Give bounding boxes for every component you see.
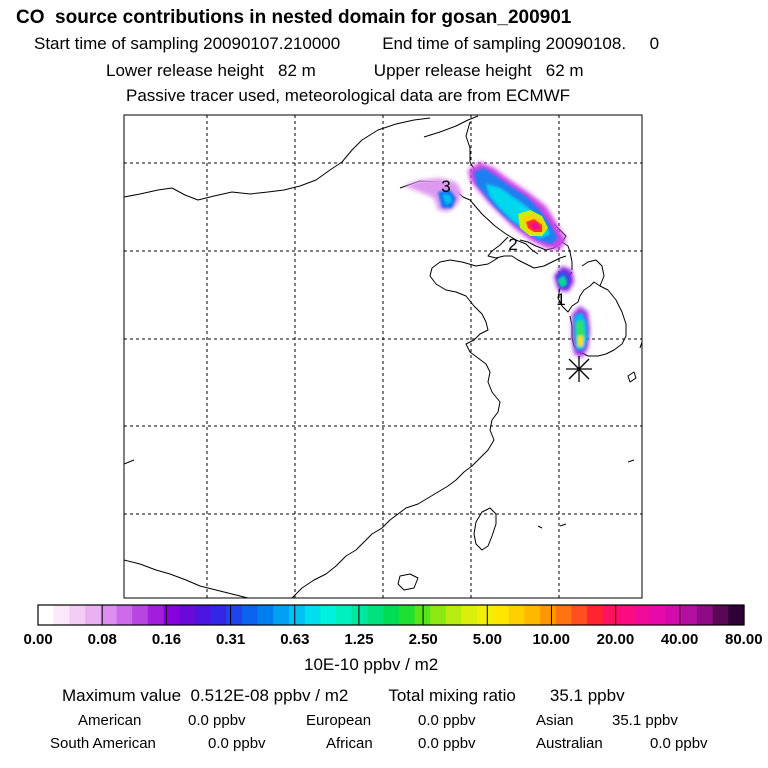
colorbar-tick-label: 0.63 (280, 631, 310, 648)
colorbar-cell (320, 605, 337, 625)
colorbar-tick-label: 0.16 (151, 631, 182, 648)
colorbar-cell (555, 605, 573, 625)
colorbar-cell (289, 605, 306, 625)
colorbar-cell (445, 605, 463, 625)
colorbar-cell (273, 605, 290, 625)
colorbar-cell (132, 605, 149, 625)
concentration-plumes (404, 162, 590, 358)
colorbar-tick-label: 0.00 (23, 631, 53, 648)
colorbar-tick-label: 10.00 (532, 631, 570, 648)
region-name: Asian (536, 712, 574, 729)
colorbar-cell (540, 605, 557, 625)
colorbar-cell (618, 605, 635, 625)
colorbar-cell (398, 605, 416, 625)
colorbar-cell (179, 605, 196, 625)
colorbar-cell (524, 605, 541, 625)
max-value: 0.512E-08 ppbv / m2 (190, 686, 349, 705)
region-value: 0.0 ppbv (418, 735, 476, 752)
colorbar-cell (430, 605, 447, 625)
colorbar-cell (147, 605, 165, 625)
receptor-asterisk-icon (566, 356, 592, 382)
colorbar-cell (69, 605, 86, 625)
tracer-note: Passive tracer used, meteorological data… (126, 86, 571, 105)
colorbar-tick-label: 40.00 (660, 631, 699, 648)
colorbar-cell (304, 605, 321, 625)
colorbar-tick-label: 0.31 (216, 631, 246, 648)
colorbar-cell (38, 605, 55, 625)
region-name: South American (50, 735, 156, 752)
colorbar-tick-label: 1.25 (344, 631, 374, 648)
colorbar-units: 10E-10 ppbv / m2 (304, 655, 439, 674)
colorbar-cell (383, 605, 400, 625)
colorbar-cell (681, 605, 698, 625)
colorbar-cell (634, 605, 651, 625)
colorbar-cell (241, 605, 259, 625)
colorbar-cell (649, 605, 667, 625)
colorbar-cell (461, 605, 478, 625)
colorbar-tick-label: 0.08 (87, 631, 117, 648)
colorbar-tick-label: 5.00 (472, 631, 502, 648)
region-name: Australian (536, 735, 603, 752)
total-mixing-label: Total mixing ratio (388, 686, 516, 705)
colorbar-cell (100, 605, 118, 625)
end-time-label: End time of sampling 20090108. 0 (382, 34, 660, 53)
colorbar-cell (696, 605, 714, 625)
colorbar-cell (116, 605, 133, 625)
colorbar-cell (587, 605, 604, 625)
summary-row: Maximum value 0.512E-08 ppbv / m2 Total m… (62, 687, 625, 704)
colorbar-cell (665, 605, 682, 625)
upper-release-height: Upper release height 62 m (373, 61, 584, 80)
region-name: European (306, 712, 372, 729)
colorbar-cell (257, 605, 274, 625)
lower-release-height: Lower release height 82 m (106, 61, 316, 80)
colorbar-cell (226, 605, 243, 625)
colorbar-cell (85, 605, 102, 625)
colorbar-cell (367, 605, 384, 625)
source-marker-1: 1 (556, 290, 565, 309)
region-name: African (326, 735, 373, 752)
lat-lon-grid (124, 115, 642, 598)
colorbar-cell (194, 605, 212, 625)
colorbar-cell (492, 605, 510, 625)
colorbar-cell (351, 605, 369, 625)
colorbar-cell (477, 605, 494, 625)
colorbar-cell (712, 605, 729, 625)
colorbar-tick-label: 20.00 (596, 631, 635, 648)
region-value: 0.0 ppbv (418, 712, 476, 729)
colorbar-tick-label: 2.50 (408, 631, 438, 648)
map-frame (123, 114, 643, 599)
colorbar-cell (571, 605, 588, 625)
colorbar-cell (508, 605, 525, 625)
total-mixing-value: 35.1 ppbv (549, 686, 625, 705)
colorbar-cell (728, 605, 745, 625)
source-marker-3: 3 (441, 177, 450, 196)
sampling-times-row: Start time of sampling 20090107.210000 En… (34, 35, 659, 52)
colorbar-cell (210, 605, 227, 625)
colorbar-tick-label: 80.00 (725, 631, 763, 648)
source-marker-2: 2 (508, 235, 517, 254)
max-value-label: Maximum value (62, 686, 182, 705)
colorbar-cell (602, 605, 620, 625)
region-value: 0.0 ppbv (188, 712, 246, 729)
region-value: 0.0 ppbv (650, 735, 708, 752)
plot-title: CO source contributions in nested domain… (16, 7, 572, 28)
region-value: 35.1 ppbv (612, 712, 678, 729)
colorbar-cell (163, 605, 180, 625)
release-height-row: Lower release height 82 m Upper release h… (106, 62, 584, 79)
region-name: American (78, 712, 142, 729)
region-value: 0.0 ppbv (208, 735, 266, 752)
colorbar-cell (336, 605, 353, 625)
start-time-label: Start time of sampling 20090107.210000 (34, 34, 341, 53)
colorbar-cell (53, 605, 70, 625)
